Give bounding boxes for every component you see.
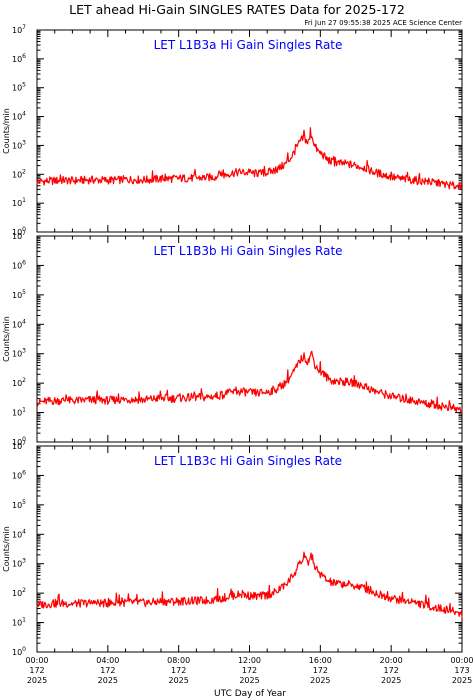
x-tick-label: 00:00	[450, 656, 473, 665]
x-tick-label: 172	[242, 666, 257, 675]
x-tick-label: 04:00	[96, 656, 119, 665]
y-tick-label: 107	[12, 24, 26, 35]
x-tick-label: 2025	[381, 676, 401, 685]
x-tick-label: 2025	[27, 676, 47, 685]
series-line	[36, 551, 463, 618]
panel-title: LET L1B3c Hi Gain Singles Rate	[154, 454, 342, 468]
panel-title: LET L1B3b Hi Gain Singles Rate	[153, 244, 342, 258]
x-tick-label: 2025	[168, 676, 188, 685]
x-tick-label: 172	[171, 666, 186, 675]
x-tick-label: 16:00	[309, 656, 332, 665]
figure-title: LET ahead Hi-Gain SINGLES RATES Data for…	[69, 2, 405, 17]
y-tick-label: 101	[12, 407, 26, 418]
y-tick-label: 100	[12, 646, 26, 657]
x-tick-label: 2025	[310, 676, 330, 685]
x-tick-label: 2025	[239, 676, 259, 685]
x-tick-label: 172	[100, 666, 115, 675]
y-tick-label: 105	[12, 82, 26, 93]
panel-title: LET L1B3a Hi Gain Singles Rate	[154, 38, 343, 52]
y-tick-label: 104	[12, 111, 26, 122]
y-axis-title: Counts/min	[2, 526, 11, 572]
y-tick-label: 102	[12, 587, 26, 598]
x-tick-label: 172	[29, 666, 44, 675]
x-tick-label: 00:00	[25, 656, 48, 665]
x-tick-label: 173	[454, 666, 469, 675]
y-tick-label: 106	[12, 53, 26, 64]
plot-frame	[36, 235, 463, 443]
y-tick-label: 107	[12, 230, 26, 241]
y-tick-label: 102	[12, 168, 26, 179]
x-tick-label: 2025	[98, 676, 118, 685]
plot-frame	[36, 445, 463, 653]
timestamp: Fri Jun 27 09:55:38 2025 ACE Science Cen…	[304, 19, 462, 27]
y-axis-title: Counts/min	[2, 108, 11, 154]
x-tick-label: 08:00	[167, 656, 190, 665]
x-axis-labels: 00:00172202504:00172202508:00172202512:0…	[25, 656, 473, 685]
panel-l1b3c: 100 101 102 103 104 105 106 107 Counts/min LET L1…	[2, 440, 463, 657]
x-axis-title: UTC Day of Year	[214, 689, 286, 699]
y-tick-label: 105	[12, 499, 26, 510]
x-tick-label: 20:00	[380, 656, 403, 665]
y-tick-label: 100	[12, 436, 26, 447]
y-tick-label: 103	[12, 348, 26, 359]
panel-l1b3a: 100 101 102 103 104 105 106 107 Counts/min LET L1…	[2, 24, 463, 237]
y-tick-label: 101	[12, 197, 26, 208]
y-tick-label: 107	[12, 440, 26, 451]
y-tick-label: 101	[12, 617, 26, 628]
y-tick-label: 104	[12, 528, 26, 539]
x-tick-label: 2025	[452, 676, 472, 685]
y-tick-label: 104	[12, 318, 26, 329]
y-tick-label: 103	[12, 139, 26, 150]
series-line	[36, 127, 463, 190]
y-tick-label: 100	[12, 226, 26, 237]
y-tick-label: 106	[12, 259, 26, 270]
plot-frame	[36, 29, 463, 233]
series-line	[36, 350, 463, 414]
x-tick-label: 172	[313, 666, 328, 675]
x-tick-label: 172	[384, 666, 399, 675]
x-tick-label: 12:00	[238, 656, 261, 665]
y-axis-title: Counts/min	[2, 316, 11, 362]
y-tick-label: 103	[12, 558, 26, 569]
y-tick-label: 102	[12, 377, 26, 388]
y-tick-label: 105	[12, 289, 26, 300]
y-tick-label: 106	[12, 469, 26, 480]
panel-l1b3b: 100 101 102 103 104 105 106 107 Counts/min LET L1…	[2, 230, 463, 447]
